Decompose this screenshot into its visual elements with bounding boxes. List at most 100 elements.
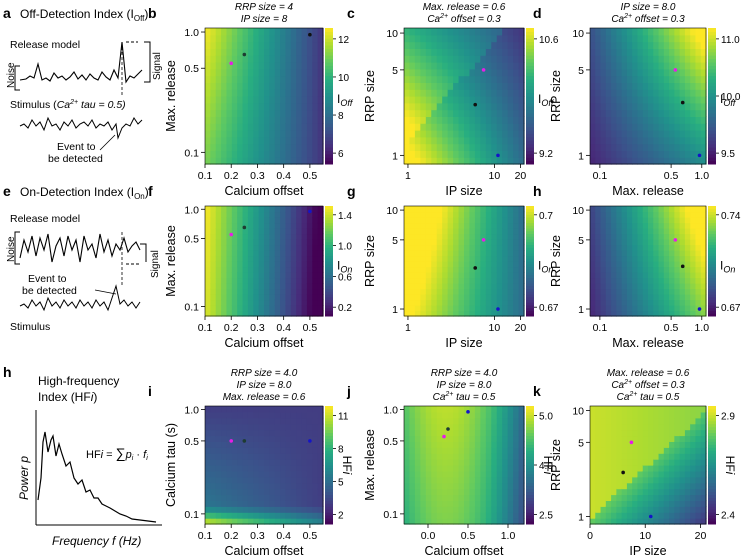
heatmap-cell	[269, 109, 276, 117]
heatmap-cell	[518, 211, 525, 218]
heatmap-cell	[404, 228, 411, 235]
heatmap-cell	[469, 310, 476, 317]
heatmap-cell	[237, 233, 244, 240]
heatmap-cell	[442, 102, 449, 111]
heatmap-cell	[690, 459, 697, 466]
heatmap-cell	[221, 116, 228, 124]
marker-blue	[308, 209, 312, 214]
heatmap-cell	[253, 41, 260, 49]
heatmap-cell	[679, 116, 686, 124]
heatmap-cell	[306, 294, 313, 301]
colorbar-band	[708, 244, 716, 248]
heatmap-cell	[518, 506, 525, 513]
heatmap-cell	[642, 116, 649, 124]
heatmap-cell	[237, 75, 244, 83]
heatmap-cell	[247, 476, 254, 484]
heatmap-cell	[485, 136, 492, 145]
heatmap-cell	[611, 294, 617, 301]
heatmap-cell	[502, 75, 509, 83]
heatmap-cell	[674, 82, 681, 90]
heatmap-cell	[274, 89, 281, 97]
heatmap-cell	[258, 55, 265, 63]
heatmap-cell	[611, 41, 617, 49]
colorbar-band	[708, 296, 716, 300]
heatmap-cell	[453, 211, 460, 218]
heatmap-cell	[247, 206, 254, 213]
heatmap-cell	[637, 82, 644, 90]
heatmap-cell	[679, 255, 686, 262]
heatmap-cell	[626, 206, 633, 213]
heatmap-cell	[690, 136, 697, 145]
heatmap-cell	[695, 277, 702, 284]
heatmap-cell	[502, 305, 509, 312]
heatmap-cell	[485, 288, 492, 295]
heatmap-cell	[669, 116, 675, 124]
heatmap-cell	[280, 447, 287, 454]
heatmap-cell	[653, 130, 660, 138]
heatmap-cell	[684, 272, 691, 279]
heatmap-cell	[626, 310, 633, 317]
heatmap-cell	[264, 150, 270, 158]
heatmap-cell	[420, 48, 427, 56]
heatmap-cell	[436, 136, 443, 145]
heatmap-cell	[469, 272, 476, 279]
heatmap-cell	[296, 476, 303, 484]
x-axis-label-c: IP size	[445, 184, 482, 198]
heatmap-cell	[648, 299, 654, 306]
heatmap-cell	[301, 459, 308, 466]
heatmap-cell	[296, 123, 303, 131]
heatmap-cell	[679, 447, 686, 454]
heatmap-cell	[674, 28, 681, 36]
heatmap-cell	[290, 48, 297, 56]
heatmap-cell	[469, 217, 476, 224]
heatmap-cell	[442, 82, 449, 90]
heatmap-cell	[237, 109, 244, 117]
heatmap-cell	[253, 217, 260, 224]
heatmap-cell	[469, 89, 476, 97]
marker-magenta	[673, 68, 678, 72]
heatmap-cell	[453, 150, 460, 158]
heatmap-cell	[436, 28, 443, 36]
colorbar-band	[526, 62, 534, 66]
colorbar-band	[325, 255, 333, 259]
heatmap-cell	[231, 470, 238, 478]
heatmap-cell	[317, 250, 324, 257]
heatmap-cell	[496, 294, 503, 301]
heatmap-cell	[215, 435, 222, 442]
heatmap-cell	[648, 465, 654, 472]
heatmap-cell	[674, 130, 681, 138]
heatmap-cell	[637, 305, 644, 312]
colorbar-band	[708, 313, 716, 317]
colorbar-band	[325, 272, 333, 276]
heatmap-cell	[317, 406, 324, 413]
heatmap-cell	[496, 82, 503, 90]
heatmap-cell	[626, 250, 633, 257]
heatmap-cell	[611, 429, 617, 437]
heatmap-cell	[442, 494, 449, 501]
heatmap-cell	[404, 500, 411, 507]
heatmap-cell	[409, 48, 416, 56]
heatmap-cell	[221, 406, 228, 413]
heatmap-cell	[474, 255, 481, 262]
heatmap-cell	[695, 406, 702, 413]
heatmap-cell	[436, 288, 443, 295]
colorbar-band	[526, 408, 534, 413]
heatmap-cell	[301, 62, 308, 70]
colorbar-band	[325, 491, 333, 495]
heatmap-cell	[611, 310, 617, 317]
x-tick-label: 0.1	[198, 322, 213, 334]
heatmap-cell	[458, 476, 465, 484]
heatmap-cell	[215, 305, 222, 312]
heatmap-cell	[312, 500, 319, 507]
heatmap-cell	[205, 429, 211, 437]
heatmap-cell	[669, 250, 675, 257]
heatmap-cell	[637, 130, 644, 138]
annotation-i-1: IP size = 8.0	[237, 380, 292, 391]
heatmap-cell	[474, 102, 481, 111]
heatmap-cell	[632, 423, 639, 431]
heatmap-cell	[285, 488, 292, 496]
heatmap-cell	[674, 406, 681, 413]
y-axis-label-j: Max. release	[363, 429, 377, 501]
heatmap-cell	[409, 476, 416, 484]
heatmap-cell	[264, 68, 270, 77]
